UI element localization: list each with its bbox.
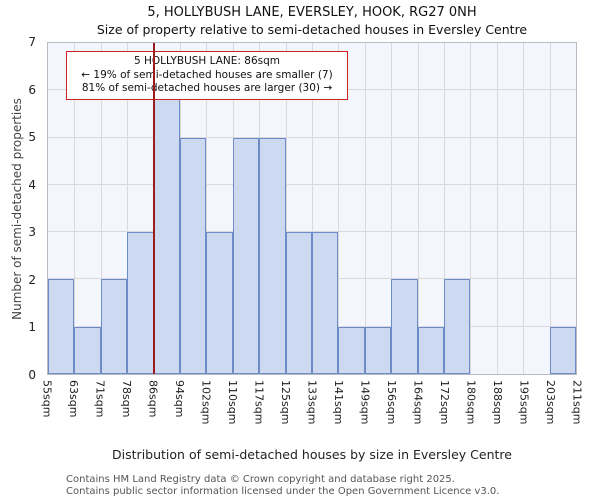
histogram-bar: [364, 326, 392, 374]
gridline-vertical: [417, 43, 419, 374]
gridline-vertical: [127, 43, 129, 374]
gridline-vertical: [338, 43, 340, 374]
gridline-vertical: [285, 43, 287, 374]
x-axis-label: Distribution of semi-detached houses by …: [112, 447, 512, 462]
y-tick-label: 3: [28, 225, 36, 240]
x-tick-label: 63sqm: [67, 380, 80, 418]
x-tick-label: 78sqm: [120, 380, 133, 418]
x-tick-label: 94sqm: [173, 380, 186, 418]
x-tick-label: 188sqm: [491, 380, 504, 425]
annotation-property-line: 5 HOLLYBUSH LANE: 86sqm: [133, 55, 281, 67]
gridline-vertical: [364, 43, 366, 374]
histogram-bar: [338, 326, 365, 374]
x-tick-label: 141sqm: [332, 380, 345, 425]
gridline-vertical: [523, 43, 525, 374]
histogram-bar: [549, 326, 576, 374]
gridline-vertical: [100, 43, 102, 374]
histogram-bar: [417, 326, 444, 374]
footer-attribution-1: Contains HM Land Registry data © Crown c…: [66, 474, 455, 485]
x-tick-label: 110sqm: [226, 380, 239, 425]
histogram-bar: [259, 137, 286, 374]
histogram-bar: [153, 90, 180, 374]
gridline-vertical: [391, 43, 393, 374]
gridline-vertical: [206, 43, 208, 374]
histogram-bar: [48, 279, 75, 374]
histogram-bar: [100, 279, 128, 374]
gridline-vertical: [496, 43, 498, 374]
x-tick-label: 125sqm: [279, 380, 292, 425]
gridline-vertical: [470, 43, 472, 374]
x-tick-label: 149sqm: [358, 380, 372, 425]
gridline-horizontal: [48, 183, 576, 185]
y-tick-label: 4: [28, 177, 36, 192]
histogram-bar: [74, 326, 101, 374]
y-tick-label: 2: [28, 272, 36, 287]
x-axis-ticks: 55sqm 63sqm 71sqm 78sqm 86sqm 94sqm 102sqm 110s…: [41, 380, 584, 444]
histogram-bar: [180, 137, 207, 374]
histogram-bar: [285, 232, 312, 374]
histogram-bar: [206, 232, 233, 374]
gridline-vertical: [312, 43, 313, 374]
footer-attribution-2: Contains public sector information licen…: [66, 486, 500, 497]
y-tick-label: 6: [28, 82, 36, 97]
histogram-bar: [444, 279, 471, 374]
x-tick-label: 203sqm: [544, 380, 557, 425]
x-tick-label: 117sqm: [252, 380, 266, 425]
y-tick-label: 7: [28, 35, 36, 49]
gridline-horizontal: [48, 231, 576, 233]
y-axis-ticks: 0 1 2 3 4 5 6 7: [10, 35, 40, 382]
x-tick-label: 195sqm: [517, 380, 531, 425]
x-tick-label: 86sqm: [146, 380, 160, 418]
gridline-vertical: [444, 43, 445, 374]
y-tick-label: 0: [28, 368, 36, 382]
annotation-smaller-line: ← 19% of semi-detached houses are smalle…: [81, 68, 333, 81]
plot-area: 5 HOLLYBUSH LANE: 86sqm ← 19% of semi-de…: [47, 42, 577, 375]
histogram-bar: [391, 279, 418, 374]
gridline-horizontal: [48, 136, 576, 138]
gridline-vertical: [549, 43, 551, 374]
histogram-bar: [312, 232, 339, 374]
y-axis-label: Number of semi-detached properties: [10, 98, 24, 320]
y-tick-label: 1: [28, 320, 36, 335]
x-tick-label: 55sqm: [40, 380, 54, 418]
property-marker-line: [152, 43, 155, 374]
x-tick-label: 180sqm: [464, 380, 478, 425]
x-tick-label: 156sqm: [385, 380, 398, 425]
x-tick-label: 164sqm: [411, 380, 425, 425]
x-tick-label: 172sqm: [438, 380, 451, 425]
chart-title: 5, HOLLYBUSH LANE, EVERSLEY, HOOK, RG27 …: [147, 5, 477, 20]
gridline-vertical: [74, 43, 76, 374]
y-tick-label: 5: [28, 130, 36, 145]
histogram-bar: [232, 137, 260, 374]
x-tick-label: 133sqm: [305, 380, 319, 425]
annotation-box: 5 HOLLYBUSH LANE: 86sqm ← 19% of semi-de…: [66, 51, 348, 100]
annotation-larger-line: 81% of semi-detached houses are larger (…: [81, 82, 333, 95]
histogram-bar: [127, 232, 154, 374]
chart-subtitle: Size of property relative to semi-detach…: [96, 22, 528, 37]
x-tick-label: 102sqm: [199, 380, 213, 425]
x-tick-label: 71sqm: [93, 380, 107, 418]
x-tick-label: 211sqm: [570, 380, 584, 425]
